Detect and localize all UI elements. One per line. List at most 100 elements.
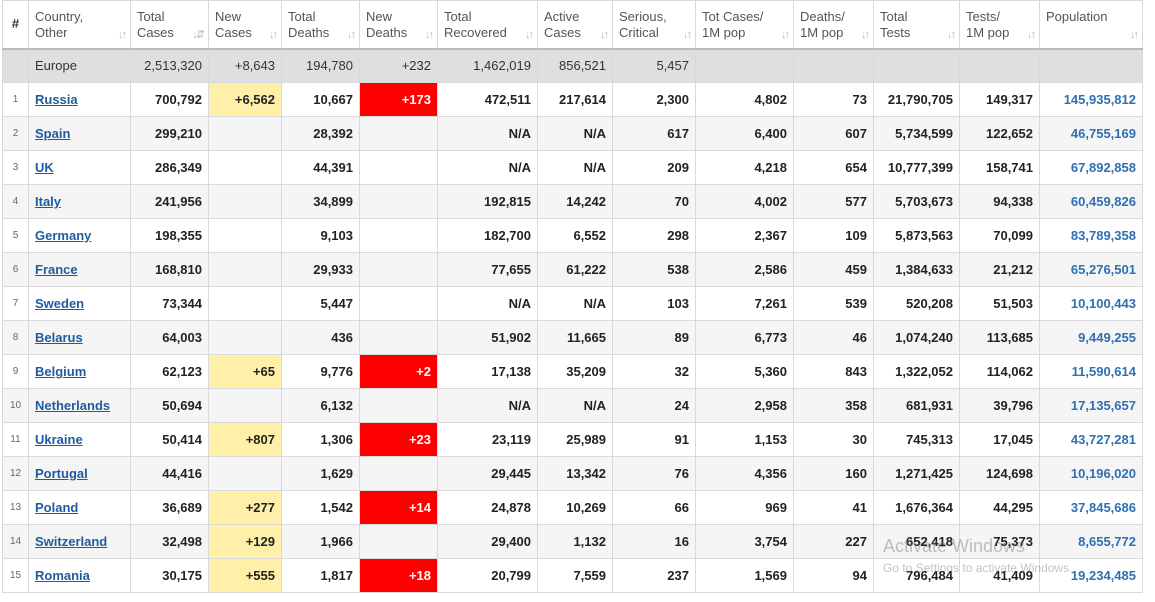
population-link[interactable]: 46,755,169 — [1070, 126, 1136, 141]
column-header-tot-cases-per-1m[interactable]: Tot Cases/1M pop ↓↑ — [695, 0, 794, 50]
cell-tests-per-1m: 122,652 — [959, 116, 1040, 151]
sort-arrows-icon[interactable]: ↓↑ — [425, 28, 434, 41]
column-header-line1: New — [366, 9, 393, 24]
sort-arrows-icon[interactable]: ↓↑ — [118, 28, 127, 41]
cell-rank: 12 — [2, 456, 29, 491]
sort-arrows-icon[interactable]: ↓↑ — [600, 28, 609, 41]
population-link[interactable]: 9,449,255 — [1078, 330, 1136, 345]
country-link[interactable]: Portugal — [35, 466, 88, 481]
population-link[interactable]: 60,459,826 — [1070, 194, 1136, 209]
cell-serious-critical: 538 — [612, 252, 696, 287]
cell-tot-cases-per-1m: 3,754 — [695, 524, 794, 559]
sort-arrows-icon[interactable]: ↓↑ — [947, 28, 956, 41]
column-header-total-deaths[interactable]: Total Deaths ↓↑ — [281, 0, 360, 50]
sort-arrows-icon[interactable]: ↓↑ — [347, 28, 356, 41]
cell-total-tests: 1,676,364 — [873, 490, 960, 525]
cell-total-recovered: 23,119 — [437, 422, 538, 457]
cell-total-cases: 44,416 — [130, 456, 209, 491]
cell-active-cases: 6,552 — [537, 218, 613, 253]
cell-total-tests: 520,208 — [873, 286, 960, 321]
country-link[interactable]: UK — [35, 160, 54, 175]
column-header-line1: Total — [444, 9, 472, 24]
cell-total-recovered: 24,878 — [437, 490, 538, 525]
cell-total-recovered: 20,799 — [437, 558, 538, 593]
sort-arrows-icon[interactable]: ↓↑ — [1027, 28, 1036, 41]
sort-arrows-icon[interactable]: ↓↑ — [683, 28, 692, 41]
sort-arrows-icon[interactable]: ↓↑ — [525, 28, 534, 41]
cell-total-recovered: 17,138 — [437, 354, 538, 389]
column-header-line2: 1M pop — [966, 25, 1010, 40]
sort-arrows-icon[interactable]: ↓↑ — [1130, 28, 1139, 41]
cell-total-deaths: 5,447 — [281, 286, 360, 321]
cell-new-deaths — [359, 524, 438, 559]
table-row: 7 Sweden 73,344 5,447 N/A N/A 103 7,261 539 520,2… — [2, 286, 1143, 321]
table-row: 9 Belgium 62,123 +65 9,776 +2 17,138 35,209 32 5,… — [2, 354, 1143, 389]
sort-arrows-icon[interactable]: ↓⇵ — [192, 28, 205, 41]
cell-population: 17,135,657 — [1039, 388, 1143, 423]
country-link[interactable]: France — [35, 262, 78, 277]
population-link[interactable]: 67,892,858 — [1070, 160, 1136, 175]
population-link[interactable]: 65,276,501 — [1070, 262, 1136, 277]
column-header-new-cases[interactable]: New Cases ↓↑ — [208, 0, 282, 50]
column-header-tests-per-1m[interactable]: Tests/1M pop ↓↑ — [959, 0, 1040, 50]
column-header-line1: Serious, — [619, 9, 667, 24]
cell-deaths-per-1m: 539 — [793, 286, 874, 321]
sort-arrows-icon[interactable]: ↓↑ — [269, 28, 278, 41]
cell-serious-critical: 2,300 — [612, 82, 696, 117]
country-link[interactable]: Romania — [35, 568, 90, 583]
column-header-new-deaths[interactable]: New Deaths ↓↑ — [359, 0, 438, 50]
population-link[interactable]: 8,655,772 — [1078, 534, 1136, 549]
cell-active-cases: N/A — [537, 286, 613, 321]
country-link[interactable]: Poland — [35, 500, 79, 515]
column-header-total-cases[interactable]: Total Cases ↓⇵ — [130, 0, 209, 50]
column-header-active-cases[interactable]: Active Cases ↓↑ — [537, 0, 613, 50]
table-row: 10 Netherlands 50,694 6,132 N/A N/A 24 2,958 358… — [2, 388, 1143, 423]
column-header-line2: 1M pop — [800, 25, 844, 40]
cell-tests-per-1m — [959, 48, 1040, 83]
country-link[interactable]: Ukraine — [35, 432, 83, 447]
column-header-rank: # — [2, 0, 29, 50]
population-link[interactable]: 10,196,020 — [1070, 466, 1136, 481]
column-header-total-tests[interactable]: Total Tests ↓↑ — [873, 0, 960, 50]
population-link[interactable]: 37,845,686 — [1070, 500, 1136, 515]
population-link[interactable]: 145,935,812 — [1063, 92, 1136, 107]
country-link[interactable]: Spain — [35, 126, 71, 141]
country-link[interactable]: Belarus — [35, 330, 83, 345]
column-header-deaths-per-1m[interactable]: Deaths/1M pop ↓↑ — [793, 0, 874, 50]
country-link[interactable]: Italy — [35, 194, 62, 209]
cell-total-recovered: 472,511 — [437, 82, 538, 117]
cell-serious-critical: 209 — [612, 150, 696, 185]
cell-country: Sweden — [28, 286, 131, 321]
country-link[interactable]: Switzerland — [35, 534, 108, 549]
column-header-total-recovered[interactable]: Total Recovered ↓↑ — [437, 0, 538, 50]
column-header-line2: 1M pop — [702, 25, 746, 40]
table-row: 11 Ukraine 50,414 +807 1,306 +23 23,119 25,989 9… — [2, 422, 1143, 457]
cell-serious-critical: 298 — [612, 218, 696, 253]
sort-arrows-icon[interactable]: ↓↑ — [861, 28, 870, 41]
column-header-country[interactable]: Country, Other ↓↑ — [28, 0, 131, 50]
column-header-serious-critical[interactable]: Serious, Critical ↓↑ — [612, 0, 696, 50]
cell-tests-per-1m: 114,062 — [959, 354, 1040, 389]
sort-arrows-icon[interactable]: ↓↑ — [781, 28, 790, 41]
population-link[interactable]: 43,727,281 — [1070, 432, 1136, 447]
population-link[interactable]: 83,789,358 — [1070, 228, 1136, 243]
cell-country: Belarus — [28, 320, 131, 355]
column-header-line1: Active — [544, 9, 580, 24]
cell-tot-cases-per-1m: 969 — [695, 490, 794, 525]
country-link[interactable]: Sweden — [35, 296, 85, 311]
population-link[interactable]: 19,234,485 — [1070, 568, 1136, 583]
population-link[interactable]: 10,100,443 — [1070, 296, 1136, 311]
cell-total-cases: 64,003 — [130, 320, 209, 355]
country-link[interactable]: Belgium — [35, 364, 87, 379]
column-header-population[interactable]: Population ↓↑ — [1039, 0, 1143, 50]
column-header-line1: Total — [137, 9, 165, 24]
population-link[interactable]: 11,590,614 — [1071, 364, 1136, 379]
cell-new-cases: +129 — [208, 524, 282, 559]
country-link[interactable]: Netherlands — [35, 398, 111, 413]
country-link[interactable]: Germany — [35, 228, 92, 243]
column-header-line2: Deaths — [366, 25, 408, 40]
column-header-line2: Cases — [544, 25, 581, 40]
country-link[interactable]: Russia — [35, 92, 78, 107]
cell-rank: 8 — [2, 320, 29, 355]
population-link[interactable]: 17,135,657 — [1070, 398, 1136, 413]
